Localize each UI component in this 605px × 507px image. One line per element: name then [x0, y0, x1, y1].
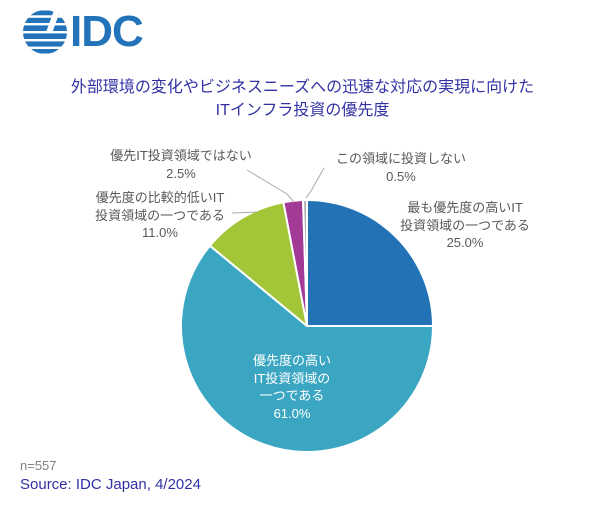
source-note: Source: IDC Japan, 4/2024 — [20, 476, 201, 493]
leader-line-no-invest — [305, 167, 325, 199]
chart-title-line2: ITインフラ投資の優先度 — [215, 102, 390, 119]
chart-title-line1: 外部環境の変化やビジネスニーズへの迅速な対応の実現に向けた — [70, 79, 535, 96]
sample-size: n=557 — [20, 458, 57, 473]
label-no-invest: この領域に投資しない 0.5% — [335, 151, 466, 184]
pie-slice-1 — [180, 244, 434, 453]
label-top-priority: 最も優先度の高いIT 投資領域の一つである 25.0% — [400, 200, 530, 250]
idc-globe-icon — [23, 9, 67, 54]
pie-chart — [180, 198, 434, 453]
label-high-priority: 優先度の高い IT投資領域の 一つである 61.0% — [252, 353, 331, 421]
pie-slice-4 — [302, 198, 308, 327]
pie-slice-0 — [306, 199, 434, 327]
chart-title: 外部環境の変化やビジネスニーズへの迅速な対応の実現に向けた ITインフラ投資の優… — [0, 76, 605, 122]
label-low-priority: 優先度の比較的低いIT 投資領域の一つである 11.0% — [95, 190, 225, 240]
idc-logo: IDC — [22, 7, 144, 56]
label-not-priority: 優先IT投資領域ではない 2.5% — [110, 148, 252, 181]
pie-slice-2 — [208, 201, 308, 327]
idc-logo-text: IDC — [70, 7, 144, 56]
pie-svg — [180, 198, 434, 453]
